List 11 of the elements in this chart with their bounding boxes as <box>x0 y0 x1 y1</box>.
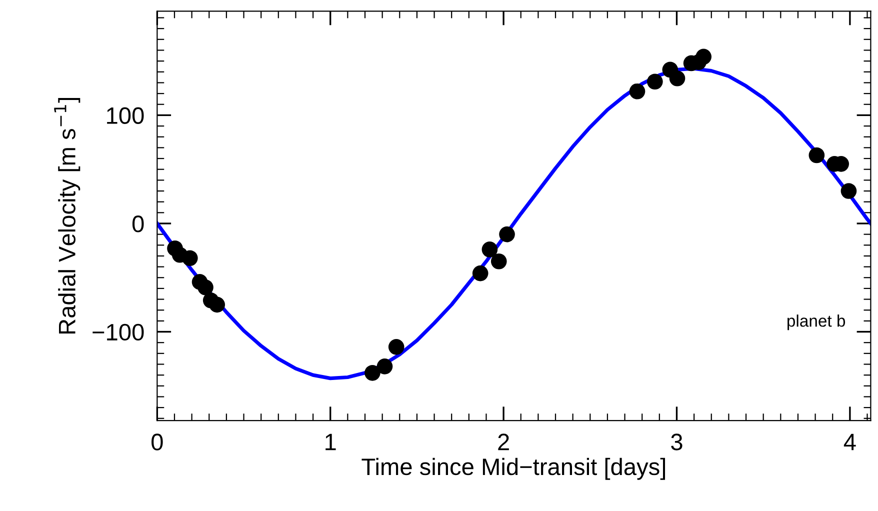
y-tick-label: 100 <box>107 107 144 124</box>
x-tick-label: 0 <box>152 434 163 450</box>
y-axis-title: Radial Velocity [m s$^{−1}$] <box>54 98 80 334</box>
x-tick-label: 3 <box>671 434 682 450</box>
y-tick-label: 0 <box>132 216 144 232</box>
annotation: planet b <box>788 314 846 330</box>
x-tick-label: 1 <box>326 434 336 450</box>
x-axis-title: Time since Mid−transit [days] <box>362 458 666 480</box>
x-tick-label: 4 <box>844 434 856 450</box>
x-tick-label: 2 <box>498 434 509 450</box>
y-tick-label: −100 <box>92 324 144 341</box>
